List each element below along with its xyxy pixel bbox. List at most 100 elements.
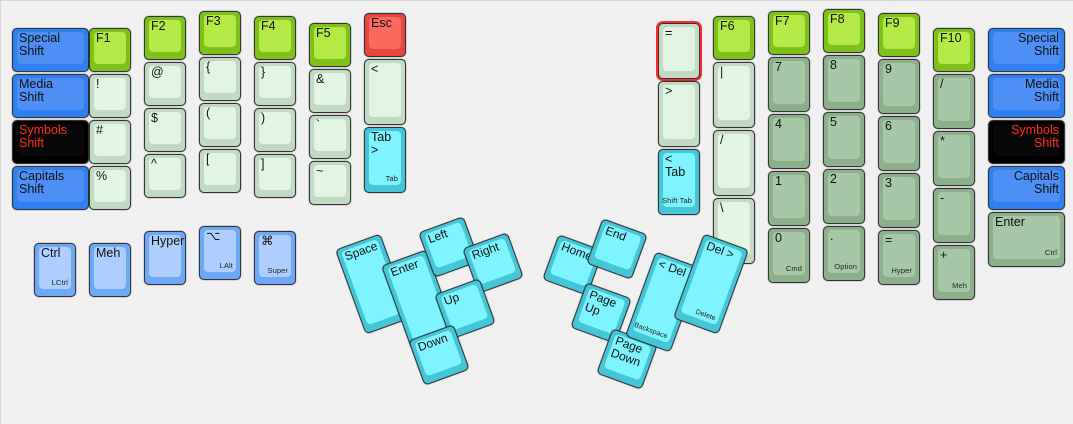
keycap-surface (414, 329, 463, 377)
key-right-2[interactable]: 2 (823, 169, 865, 224)
keycap-surface (204, 230, 236, 272)
keycap-surface (17, 170, 84, 202)
key-left-key[interactable]: @ (144, 62, 186, 106)
keycap-surface (259, 235, 291, 277)
key-right-f7[interactable]: F7 (768, 11, 810, 55)
key-right-5[interactable]: 5 (823, 112, 865, 167)
key-right-f10[interactable]: F10 (933, 28, 975, 72)
key-left-key[interactable]: < (364, 59, 406, 125)
keycap-surface (17, 124, 84, 156)
key-left-key[interactable]: # (89, 120, 131, 164)
key-right-8[interactable]: 8 (823, 55, 865, 110)
keycap-surface (314, 165, 346, 197)
key-right-key[interactable]: | (713, 62, 755, 128)
key-left-key[interactable]: $ (144, 108, 186, 152)
keycap-surface (773, 118, 805, 161)
key-left-f1[interactable]: F1 (89, 28, 131, 72)
key-left-tab[interactable]: Tab > Tab (364, 127, 406, 193)
key-left-f3[interactable]: F3 (199, 11, 241, 55)
key-right-key[interactable]: / (933, 74, 975, 129)
key-right-capitals-shift[interactable]: Capitals Shift (988, 166, 1065, 210)
key-right-symbols-shift[interactable]: Symbols Shift (988, 120, 1065, 164)
key-right-media-shift[interactable]: Media Shift (988, 74, 1065, 118)
key-right-key[interactable]: / (713, 130, 755, 196)
key-left-key[interactable]: ^ (144, 154, 186, 198)
keycap-surface (593, 223, 642, 271)
keycap-surface (149, 20, 181, 52)
keycap-surface (149, 235, 181, 277)
key-right-key[interactable]: > (658, 81, 700, 147)
key-left-key[interactable]: & (309, 69, 351, 113)
key-left-mod-hyper[interactable]: Hyper (144, 231, 186, 285)
keycap-surface (17, 78, 84, 110)
key-left-key[interactable]: [ (199, 149, 241, 193)
key-right-f9[interactable]: F9 (878, 13, 920, 57)
keycap-surface (718, 66, 750, 120)
key-left-mod-meh[interactable]: Meh (89, 243, 131, 297)
key-left-key[interactable]: ( (199, 103, 241, 147)
keycap-surface (149, 66, 181, 98)
key-right-key[interactable]: = Hyper (878, 230, 920, 285)
keycap-surface (149, 158, 181, 190)
key-right-key[interactable]: * (933, 131, 975, 186)
keycap-surface (204, 61, 236, 93)
key-left-key[interactable]: ` (309, 115, 351, 159)
key-rthumb-del[interactable]: Del > Delete (673, 233, 749, 335)
keycap-surface (718, 20, 750, 52)
keycap-surface (369, 63, 401, 117)
key-left-key[interactable]: % (89, 166, 131, 210)
key-right-key[interactable]: = (658, 23, 700, 79)
keycap-surface (938, 192, 970, 235)
key-right-key[interactable]: + Meh (933, 245, 975, 300)
key-right-f6[interactable]: F6 (713, 16, 755, 60)
keycap-surface (94, 78, 126, 110)
key-left-symbols-shift[interactable]: Symbols Shift (12, 120, 89, 164)
key-left-key[interactable]: } (254, 62, 296, 106)
key-left-f2[interactable]: F2 (144, 16, 186, 60)
keycap-surface (314, 27, 346, 59)
key-left-key[interactable]: ] (254, 154, 296, 198)
keycap-surface (773, 232, 805, 275)
keycap-surface (773, 15, 805, 47)
keycap-surface (94, 32, 126, 64)
keycap-surface (718, 134, 750, 188)
keycap-surface (938, 32, 970, 64)
key-left-key[interactable]: ) (254, 108, 296, 152)
keycap-surface (17, 32, 84, 64)
key-right-3[interactable]: 3 (878, 173, 920, 228)
keycap-surface (993, 216, 1060, 259)
key-right-0[interactable]: 0 Cmd (768, 228, 810, 283)
key-left-key[interactable]: ~ (309, 161, 351, 205)
keycap-surface (440, 283, 489, 331)
key-left-mod-key[interactable]: ⌘ Super (254, 231, 296, 285)
keycap-surface (94, 124, 126, 156)
key-right-tab[interactable]: < Tab Shift Tab (658, 149, 700, 215)
key-right-4[interactable]: 4 (768, 114, 810, 169)
key-right-key[interactable]: . Option (823, 226, 865, 281)
keycap-surface (663, 27, 695, 71)
key-left-f4[interactable]: F4 (254, 16, 296, 60)
key-left-media-shift[interactable]: Media Shift (12, 74, 89, 118)
key-right-special-shift[interactable]: Special Shift (988, 28, 1065, 72)
keycap-surface (204, 153, 236, 185)
key-left-key[interactable]: { (199, 57, 241, 101)
key-right-f8[interactable]: F8 (823, 9, 865, 53)
key-right-enter[interactable]: Enter Ctrl (988, 212, 1065, 267)
keycap-surface (828, 230, 860, 273)
key-left-esc[interactable]: Esc (364, 13, 406, 57)
key-left-special-shift[interactable]: Special Shift (12, 28, 89, 72)
key-right-key[interactable]: - (933, 188, 975, 243)
keycap-surface (883, 234, 915, 277)
key-right-6[interactable]: 6 (878, 116, 920, 171)
key-left-f5[interactable]: F5 (309, 23, 351, 67)
key-left-key[interactable]: ! (89, 74, 131, 118)
key-left-mod-ctrl[interactable]: Ctrl LCtrl (34, 243, 76, 297)
key-left-mod-key[interactable]: ⌥ LAlt (199, 226, 241, 280)
key-left-capitals-shift[interactable]: Capitals Shift (12, 166, 89, 210)
key-right-1[interactable]: 1 (768, 171, 810, 226)
key-right-7[interactable]: 7 (768, 57, 810, 112)
keycap-surface (938, 249, 970, 292)
key-right-9[interactable]: 9 (878, 59, 920, 114)
keycap-surface (883, 120, 915, 163)
